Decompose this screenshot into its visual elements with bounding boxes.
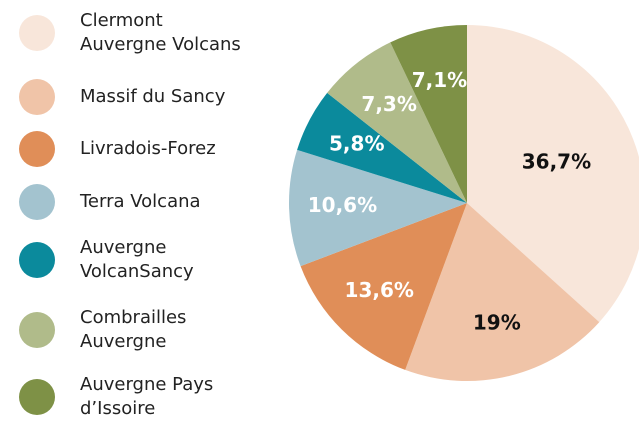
- legend-label: Auvergne VolcanSancy: [80, 237, 194, 282]
- legend-swatch: [19, 184, 55, 220]
- slice-label: 7,3%: [361, 92, 416, 116]
- legend-label: Livradois-Forez: [80, 138, 216, 159]
- legend-swatch: [19, 242, 55, 278]
- pie-slice: [327, 42, 467, 204]
- legend-swatch: [19, 312, 55, 348]
- pie-slice: [289, 149, 467, 267]
- slice-label: 5,8%: [329, 131, 384, 155]
- slice-label: 36,7%: [522, 150, 591, 174]
- legend-label: Combrailles Auvergne: [80, 307, 187, 352]
- pie-slice: [300, 203, 467, 370]
- slice-label: 7,1%: [412, 68, 467, 92]
- slice-label: 13,6%: [345, 278, 414, 302]
- pie-slice: [390, 25, 467, 203]
- slice-label: 19%: [473, 310, 521, 334]
- legend-swatch: [19, 15, 55, 51]
- legend-label: Auvergne Pays d’Issoire: [80, 374, 214, 419]
- legend-swatch: [19, 379, 55, 415]
- pie-slice: [297, 92, 467, 203]
- legend-label: Massif du Sancy: [80, 86, 226, 107]
- pie-slice: [405, 203, 600, 381]
- legend-swatch: [19, 131, 55, 167]
- legend-swatch: [19, 79, 55, 115]
- slice-label: 10,6%: [308, 193, 377, 217]
- legend-label: Terra Volcana: [80, 191, 201, 212]
- pie-slice: [467, 25, 639, 323]
- legend-label: Clermont Auvergne Volcans: [80, 10, 241, 55]
